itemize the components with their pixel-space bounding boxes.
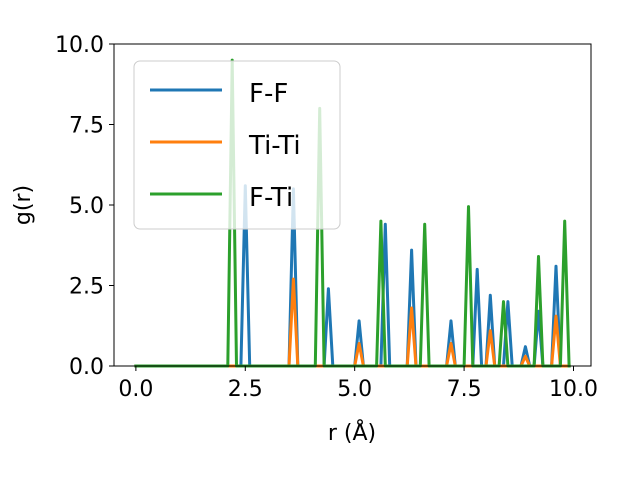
axes-layer: 0.0 2.5 5.0 7.5 10.0 0.0 2.5 5.0 7.5 10.0 (55, 33, 598, 402)
y-tick-label: 10.0 (55, 33, 104, 58)
legend-label-ti-ti: Ti-Ti (248, 131, 301, 161)
legend-box (133, 60, 341, 230)
y-tick-label: 0.0 (69, 355, 104, 380)
x-tick-label: 7.5 (447, 377, 482, 402)
y-tick-label: 2.5 (69, 275, 104, 300)
y-tick-label: 7.5 (69, 114, 104, 139)
y-tick-label: 5.0 (69, 194, 104, 219)
legend-label-f-ti: F-Ti (249, 183, 293, 213)
x-tick-label: 10.0 (549, 377, 598, 402)
legend-label-f-f: F-F (249, 79, 288, 109)
y-axis-label: g(r) (11, 185, 36, 225)
x-tick-label: 0.0 (118, 377, 153, 402)
x-axis-label: r (Å) (328, 419, 376, 446)
legend: F-F Ti-Ti F-Ti (133, 60, 341, 230)
x-tick-label: 5.0 (337, 377, 372, 402)
x-tick-label: 2.5 (228, 377, 263, 402)
